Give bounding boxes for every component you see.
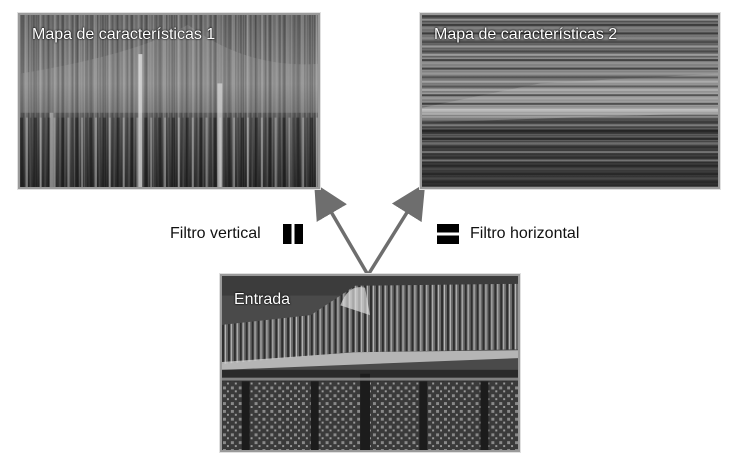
- horizontal-filter-icon: [437, 224, 459, 244]
- arrow-to-feature-map-2: [366, 183, 426, 276]
- input-image: [222, 276, 518, 450]
- vertical-filter-label: Filtro vertical: [170, 225, 261, 242]
- horizontal-filter-label: Filtro horizontal: [470, 225, 580, 242]
- feature-map-1-label: Mapa de características 1: [32, 26, 216, 43]
- feature-map-2-image: [422, 15, 718, 187]
- vertical-filter-icon: [283, 224, 303, 244]
- feature-map-1-panel: Mapa de características 1: [18, 13, 320, 189]
- input-label: Entrada: [234, 291, 291, 308]
- feature-map-1-image: [20, 15, 318, 187]
- arrow-to-feature-map-1: [314, 182, 370, 276]
- input-panel: Entrada: [220, 274, 520, 452]
- feature-map-2-panel: Mapa de características 2: [420, 13, 720, 189]
- feature-map-2-label: Mapa de características 2: [434, 26, 618, 43]
